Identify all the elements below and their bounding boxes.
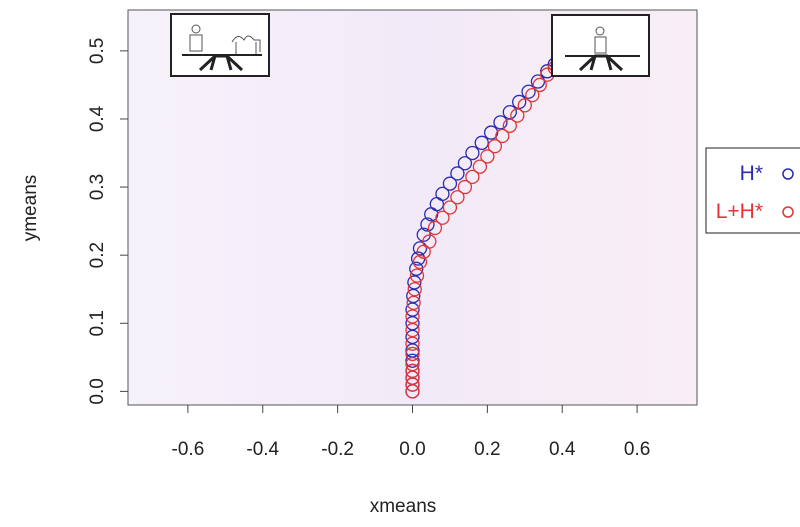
point [422, 234, 437, 249]
legend-marker [782, 168, 794, 180]
point [407, 275, 422, 290]
point [465, 169, 480, 185]
point [450, 190, 465, 205]
legend-box [705, 147, 800, 234]
point [510, 108, 525, 123]
point [502, 118, 517, 133]
point [409, 268, 425, 283]
x-tick-label: 0.0 [399, 439, 425, 460]
y-tick-label: 0.0 [87, 378, 108, 404]
point [521, 84, 536, 99]
point [405, 353, 420, 368]
point [405, 346, 420, 362]
point [407, 282, 422, 297]
x-tick-label: 0.6 [624, 439, 650, 460]
point [472, 159, 488, 174]
y-tick-label: 0.4 [87, 105, 108, 132]
point [474, 135, 489, 150]
legend-label: H* [740, 162, 763, 185]
point [406, 295, 421, 310]
point [517, 98, 532, 113]
y-tick-label: 0.2 [87, 242, 108, 268]
point [435, 210, 450, 225]
point [487, 139, 503, 154]
x-tick-label: -0.6 [172, 439, 205, 460]
y-axis-label: ymeans [20, 175, 41, 242]
point [405, 302, 420, 317]
point [480, 149, 495, 164]
y-tick-label: 0.1 [87, 310, 108, 336]
y-tick-label: 0.3 [87, 174, 108, 200]
y-tick-label: 0.5 [87, 38, 108, 64]
right-picture [551, 14, 650, 77]
point [495, 128, 510, 144]
point [406, 288, 421, 304]
point [409, 261, 424, 276]
point [405, 356, 420, 372]
point [405, 309, 420, 324]
point [442, 200, 458, 215]
point [427, 220, 443, 236]
point [435, 186, 450, 202]
point [457, 179, 473, 195]
point [465, 145, 480, 161]
point [412, 254, 428, 270]
x-tick-label: 0.2 [474, 439, 500, 460]
point [442, 176, 458, 191]
point [530, 74, 546, 89]
point [483, 125, 499, 140]
point [532, 77, 547, 93]
left-picture [170, 13, 270, 77]
point [420, 217, 435, 232]
point [525, 87, 540, 103]
point [493, 115, 508, 130]
x-axis-label: xmeans [370, 496, 437, 517]
legend-label: L+H* [716, 200, 763, 223]
x-tick-label: 0.4 [549, 439, 576, 460]
point [450, 166, 465, 181]
x-tick-label: -0.2 [321, 439, 354, 460]
legend-marker [782, 206, 794, 218]
point [457, 156, 473, 171]
x-tick-label: -0.4 [246, 439, 279, 460]
point [405, 363, 420, 379]
